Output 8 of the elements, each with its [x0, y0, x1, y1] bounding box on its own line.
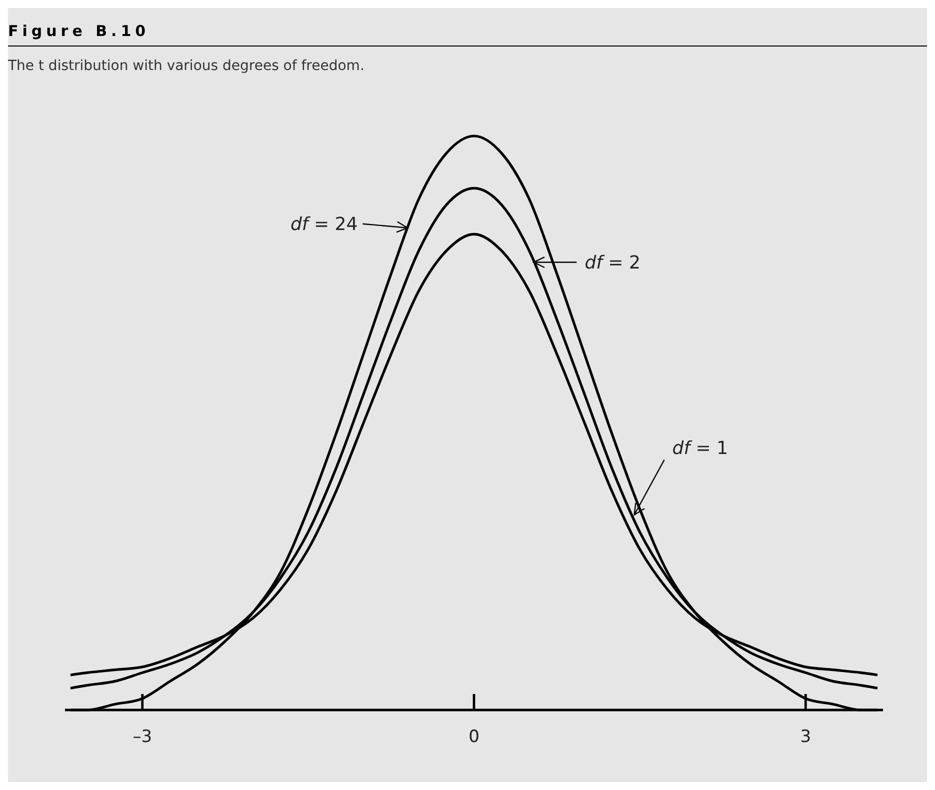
- chart-title: Figure B.10: [8, 22, 150, 40]
- annotation: df = 2: [584, 252, 640, 274]
- annotation: df = 1: [672, 438, 728, 459]
- x-tick-label: 3: [800, 727, 812, 747]
- x-tick-label: 0: [468, 727, 480, 747]
- x-tick-label: –3: [132, 727, 152, 747]
- annotation: df = 24: [290, 214, 358, 235]
- chart-subtitle: The t distribution with various degrees of freedom.: [7, 58, 364, 74]
